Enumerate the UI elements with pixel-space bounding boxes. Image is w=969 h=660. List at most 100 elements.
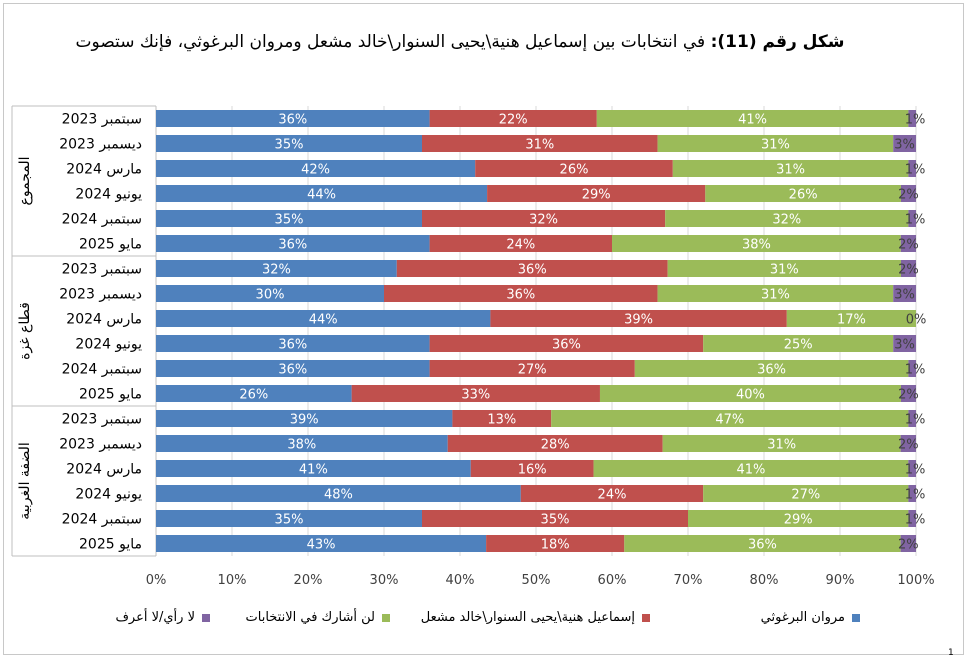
data-label: 40%	[736, 388, 765, 403]
bar-segment	[908, 410, 916, 427]
bar-segment	[470, 460, 594, 477]
data-label: 39%	[290, 413, 319, 428]
bar-segment	[156, 185, 488, 202]
bar-segment	[908, 485, 916, 502]
legend-item: لن أشارك في الانتخابات	[245, 610, 390, 625]
data-label: 2%	[898, 538, 919, 553]
x-tick-label: 20%	[294, 573, 323, 588]
row-label: سبتمبر 2024	[62, 362, 142, 378]
bar-segment	[596, 110, 909, 127]
bar-segment	[900, 260, 916, 277]
bar-segment	[893, 285, 916, 302]
row-label: يونيو 2024	[75, 187, 142, 203]
data-label: 31%	[761, 138, 790, 153]
bar-segment	[908, 510, 916, 527]
bar-segment	[156, 535, 487, 552]
data-label: 18%	[541, 538, 570, 553]
data-label: 31%	[776, 163, 805, 178]
bar-segment	[662, 435, 901, 452]
bar-segment	[657, 135, 894, 152]
data-label: 35%	[275, 213, 304, 228]
data-label: 44%	[309, 313, 338, 328]
legend-label: لن أشارك في الانتخابات	[245, 610, 376, 625]
row-label: مايو 2025	[79, 387, 142, 403]
data-label: 36%	[278, 338, 307, 353]
data-label: 39%	[624, 313, 653, 328]
legend-label: لا رأي/لا أعرف	[115, 610, 195, 625]
data-label: 29%	[582, 188, 611, 203]
bar-segment	[156, 160, 476, 177]
bar-segment	[156, 485, 521, 502]
bar-segment	[156, 110, 430, 127]
data-label: 17%	[837, 313, 866, 328]
row-label: يونيو 2024	[75, 487, 142, 503]
data-label: 36%	[506, 288, 535, 303]
row-label: سبتمبر 2023	[62, 112, 142, 128]
data-label: 1%	[905, 113, 926, 128]
bar-segment	[156, 435, 448, 452]
chart-title-text: في انتخابات بين إسماعيل هنية\يحيى السنوا…	[75, 32, 706, 52]
bar-segment	[429, 335, 704, 352]
data-label: 24%	[506, 238, 535, 253]
bar-segment	[452, 410, 552, 427]
data-label: 26%	[239, 388, 268, 403]
data-label: 2%	[898, 438, 919, 453]
data-label: 26%	[789, 188, 818, 203]
x-tick-label: 90%	[826, 573, 855, 588]
legend-item: إسماعيل هنية\يحيى السنوار\خالد مشعل	[421, 610, 650, 625]
data-label: 25%	[784, 338, 813, 353]
data-label: 3%	[894, 288, 915, 303]
bar-segment	[893, 335, 916, 352]
bar-segment	[665, 210, 909, 227]
row-label: سبتمبر 2024	[62, 512, 142, 528]
row-label: مايو 2025	[79, 237, 142, 253]
bar-segment	[156, 460, 471, 477]
data-label: 36%	[278, 363, 307, 378]
x-tick-label: 30%	[370, 573, 399, 588]
data-label: 28%	[541, 438, 570, 453]
bar-segment	[703, 485, 909, 502]
bar-segment	[490, 310, 787, 327]
data-label: 29%	[784, 513, 813, 528]
bar-segment	[156, 235, 430, 252]
bar-segment	[900, 435, 916, 452]
data-label: 35%	[541, 513, 570, 528]
chart-title: شكل رقم (11): في انتخابات بين إسماعيل هن…	[60, 30, 860, 55]
data-label: 36%	[278, 113, 307, 128]
legend-label: مروان البرغوثي	[760, 610, 845, 625]
legend-label: إسماعيل هنية\يحيى السنوار\خالد مشعل	[420, 610, 635, 625]
data-label: 35%	[275, 138, 304, 153]
bar-segment	[156, 410, 453, 427]
legend-swatch	[202, 613, 210, 622]
bar-segment	[624, 535, 901, 552]
data-label: 41%	[738, 113, 767, 128]
data-label: 31%	[767, 438, 796, 453]
data-label: 16%	[518, 463, 547, 478]
legend-item: مروان البرغوثي	[761, 610, 860, 625]
row-label: مايو 2025	[79, 537, 142, 553]
bar-segment	[396, 260, 668, 277]
data-label: 27%	[518, 363, 547, 378]
data-label: 2%	[898, 388, 919, 403]
bar-segment	[893, 135, 916, 152]
data-label: 36%	[278, 238, 307, 253]
bar-segment	[429, 110, 597, 127]
bar-segment	[908, 160, 916, 177]
bar-segment	[156, 335, 430, 352]
group-label: الضفة الغربية	[17, 442, 33, 520]
data-label: 2%	[898, 188, 919, 203]
bar-segment	[156, 210, 422, 227]
bar-segment	[667, 260, 901, 277]
bar-segment	[688, 510, 909, 527]
data-label: 1%	[905, 413, 926, 428]
data-label: 35%	[275, 513, 304, 528]
bar-segment	[156, 510, 422, 527]
legend-item: لا رأي/لا أعرف	[115, 610, 210, 625]
data-label: 38%	[742, 238, 771, 253]
data-label: 36%	[552, 338, 581, 353]
bar-segment	[447, 435, 663, 452]
bar-segment	[487, 185, 706, 202]
row-label: سبتمبر 2023	[62, 262, 142, 278]
data-label: 36%	[748, 538, 777, 553]
x-tick-label: 70%	[674, 573, 703, 588]
